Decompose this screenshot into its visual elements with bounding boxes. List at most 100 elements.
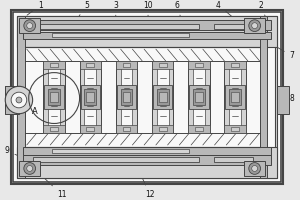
Bar [50, 63, 58, 67]
Bar [19, 18, 40, 33]
Bar [157, 89, 169, 105]
Circle shape [24, 163, 36, 174]
Bar [195, 127, 203, 131]
Bar [195, 63, 203, 67]
Bar [153, 85, 172, 109]
Bar [19, 18, 275, 176]
Bar [44, 61, 65, 133]
Text: 10: 10 [143, 1, 153, 29]
Bar [50, 127, 58, 131]
Text: 11: 11 [44, 178, 67, 199]
Bar [231, 63, 239, 67]
Bar [116, 125, 137, 133]
Bar [121, 89, 132, 105]
Bar [44, 125, 65, 133]
Bar [152, 61, 173, 69]
Bar [52, 149, 189, 153]
Bar [50, 92, 58, 102]
Bar [80, 61, 101, 133]
Bar [229, 89, 241, 105]
Bar [33, 24, 199, 29]
Bar [231, 127, 239, 131]
Circle shape [16, 97, 22, 103]
Text: 9: 9 [5, 146, 22, 158]
Circle shape [252, 166, 258, 171]
Circle shape [27, 23, 33, 29]
Bar [152, 61, 173, 133]
Circle shape [249, 163, 260, 174]
Bar [86, 127, 94, 131]
Bar [224, 61, 246, 133]
Bar [188, 61, 210, 69]
Circle shape [24, 20, 36, 32]
Bar [13, 12, 281, 182]
Text: 1: 1 [27, 1, 43, 15]
Bar [11, 10, 283, 184]
Bar [80, 61, 101, 69]
Circle shape [27, 166, 33, 171]
Bar [260, 16, 267, 178]
Bar [48, 65, 60, 129]
Bar [23, 147, 271, 155]
Bar [19, 161, 40, 176]
Bar [44, 61, 65, 69]
Bar [152, 125, 173, 133]
Bar [188, 61, 210, 133]
Bar [85, 89, 96, 105]
Text: 3: 3 [113, 1, 118, 29]
Bar [159, 92, 167, 102]
Text: 5: 5 [78, 1, 89, 17]
Text: 8: 8 [280, 94, 294, 103]
Text: 6: 6 [175, 1, 184, 29]
Bar [159, 127, 167, 131]
Bar [193, 65, 205, 129]
Bar [116, 61, 137, 69]
Bar [33, 157, 199, 162]
Bar [123, 127, 130, 131]
Bar [80, 125, 101, 133]
Circle shape [11, 92, 27, 108]
Bar [85, 65, 96, 129]
Text: 12: 12 [141, 176, 155, 199]
Bar [44, 85, 64, 109]
Bar [188, 125, 210, 133]
Bar [224, 125, 246, 133]
Bar [244, 161, 266, 176]
Bar [86, 63, 94, 67]
Bar [117, 85, 136, 109]
Text: 2: 2 [258, 1, 266, 17]
Bar [23, 155, 271, 165]
Text: 4: 4 [216, 1, 236, 20]
Bar [244, 18, 266, 33]
Circle shape [5, 86, 33, 114]
Bar [123, 92, 130, 102]
Bar [195, 92, 203, 102]
Circle shape [249, 20, 260, 32]
Text: 7: 7 [270, 43, 294, 60]
Bar [23, 32, 271, 39]
Bar [229, 65, 241, 129]
Bar [17, 16, 277, 178]
Bar [225, 85, 245, 109]
Circle shape [252, 23, 258, 29]
Bar [214, 24, 253, 29]
Bar [52, 33, 189, 37]
Bar [23, 20, 271, 30]
Bar [86, 92, 94, 102]
Bar [277, 86, 289, 114]
Bar [224, 61, 246, 69]
Bar [121, 65, 132, 129]
Bar [157, 65, 169, 129]
Bar [5, 86, 19, 114]
Bar [189, 85, 209, 109]
Bar [81, 85, 100, 109]
Bar [159, 63, 167, 67]
Bar [48, 89, 60, 105]
Bar [116, 61, 137, 133]
Bar [193, 89, 205, 105]
Text: A: A [32, 107, 38, 116]
Bar [123, 63, 130, 67]
Bar [231, 92, 239, 102]
Bar [17, 147, 277, 178]
Bar [214, 157, 253, 162]
